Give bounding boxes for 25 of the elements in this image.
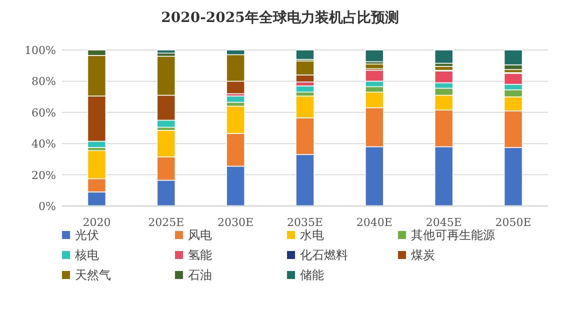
legend-label: 水电 <box>300 228 324 242</box>
x-tick-label: 2035E <box>286 216 324 229</box>
y-tick-label: 0% <box>38 200 56 213</box>
legend-label: 储能 <box>300 268 324 282</box>
chart-title: 2020-2025年全球电力装机占比预测 <box>161 10 399 26</box>
legend-label: 核电 <box>74 248 99 262</box>
y-tick-label: 20% <box>32 168 56 182</box>
legend-label: 其他可再生能源 <box>411 228 495 242</box>
x-tick-label: 2030E <box>218 216 254 229</box>
y-tick-label: 100% <box>24 44 56 57</box>
x-tick-label: 2045E <box>426 216 462 229</box>
y-tick-label: 60% <box>32 106 56 120</box>
legend-label: 石油 <box>188 268 212 282</box>
x-tick-label: 2025E <box>148 216 184 229</box>
legend-label: 光伏 <box>75 228 99 242</box>
y-tick-label: 80% <box>32 75 56 88</box>
x-tick-label: 2020 <box>82 216 111 229</box>
legend-label: 氢能 <box>188 248 212 262</box>
legend-label: 化石燃料 <box>300 248 348 262</box>
legend-label: 风电 <box>188 228 212 242</box>
y-tick-label: 40% <box>32 138 56 151</box>
x-tick-label: 2040E <box>356 216 392 229</box>
x-tick-label: 2050E <box>495 216 532 229</box>
legend-label: 天然气 <box>75 268 111 282</box>
legend-label: 煤炭 <box>411 248 435 262</box>
